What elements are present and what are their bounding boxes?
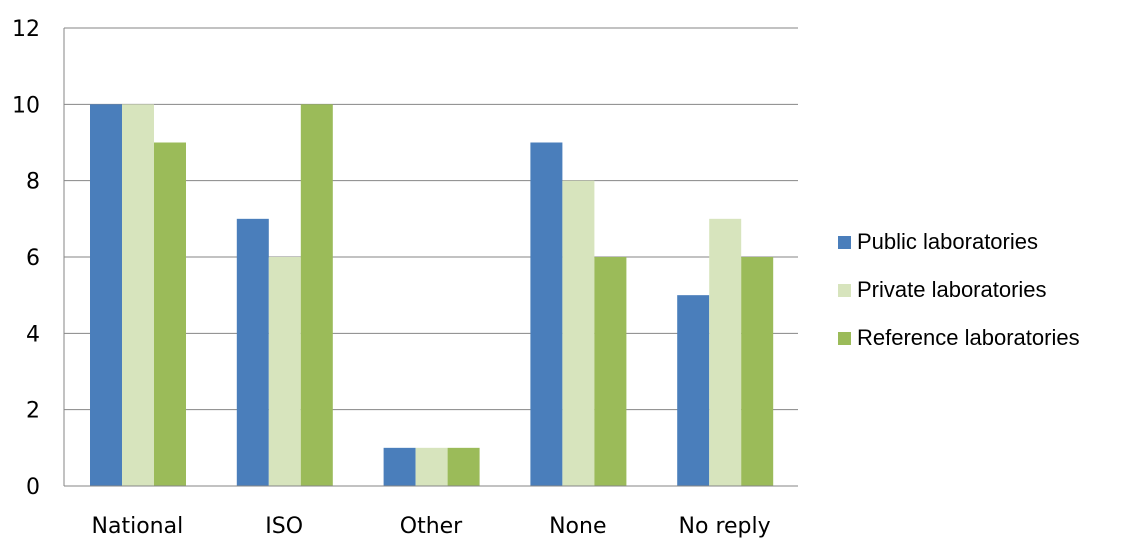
x-tick-label: Other: [400, 514, 463, 539]
x-axis-tick-labels: National ISO Other None No reply: [92, 514, 771, 539]
x-tick-label: None: [549, 514, 606, 539]
y-tick-label: 12: [12, 17, 40, 42]
bar-other-series-1: [415, 447, 448, 486]
y-axis-tick-labels: 0 2 4 6 8 10 12: [12, 17, 40, 500]
legend: Public laboratories Private laboratories…: [838, 218, 1080, 362]
bar-national-series-0: [90, 104, 122, 486]
legend-swatch-private: [838, 283, 851, 297]
bar-no-reply-series-0: [677, 295, 710, 486]
bar-other-series-2: [447, 447, 480, 486]
bar-series-group: [90, 104, 774, 487]
bar-national-series-1: [122, 104, 154, 486]
legend-swatch-public: [838, 235, 851, 249]
legend-label-public: Public laboratories: [857, 229, 1038, 254]
bar-no-reply-series-2: [741, 257, 774, 486]
gridlines: [64, 27, 798, 411]
bar-other-series-0: [383, 447, 416, 486]
bar-national-series-2: [154, 142, 186, 486]
x-tick-label: ISO: [265, 514, 303, 539]
y-tick-label: 6: [26, 246, 40, 271]
x-tick-label: National: [92, 514, 184, 539]
bar-no-reply-series-1: [709, 218, 742, 487]
legend-swatch-reference: [838, 331, 851, 345]
bar-none-series-1: [562, 180, 595, 486]
legend-label-private: Private laboratories: [857, 277, 1047, 302]
bar-none-series-0: [530, 142, 563, 486]
y-tick-label: 10: [12, 93, 40, 118]
x-tick-label: No reply: [679, 514, 771, 539]
y-tick-label: 0: [26, 475, 40, 500]
legend-label-reference: Reference laboratories: [857, 325, 1080, 350]
legend-item-private: Private laboratories: [838, 266, 1080, 314]
bar-iso-series-2: [300, 104, 333, 486]
legend-item-public: Public laboratories: [838, 218, 1080, 266]
y-tick-label: 2: [26, 399, 40, 424]
bar-iso-series-1: [268, 257, 301, 486]
y-tick-label: 8: [26, 170, 40, 195]
bar-none-series-2: [594, 257, 627, 486]
bar-iso-series-0: [236, 218, 269, 487]
y-tick-label: 4: [26, 322, 40, 347]
legend-item-reference: Reference laboratories: [838, 314, 1080, 362]
